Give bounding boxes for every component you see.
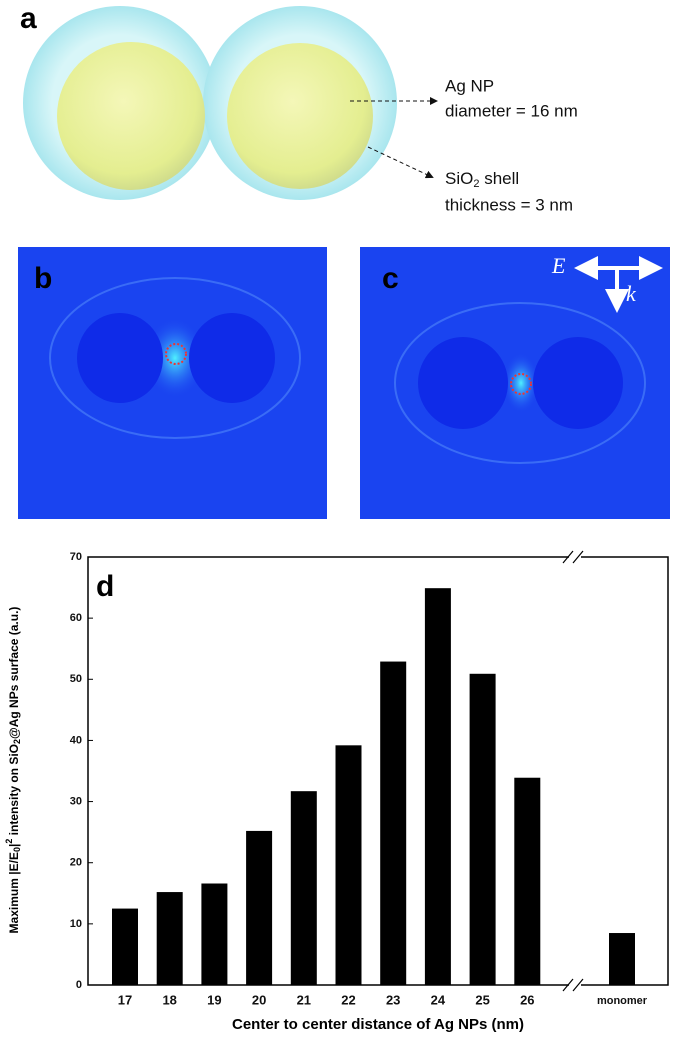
x-tick-label: 23 xyxy=(386,992,400,1007)
wave-label: k xyxy=(626,281,637,306)
y-tick-label: 30 xyxy=(70,795,82,807)
x-tick-label: 21 xyxy=(297,992,311,1007)
core xyxy=(227,43,373,189)
text: intensity on SiO xyxy=(7,744,21,839)
x-tick-label: 24 xyxy=(431,992,446,1007)
x-tick-label: 25 xyxy=(475,992,489,1007)
x-tick-label: 22 xyxy=(341,992,355,1007)
text: SiO xyxy=(445,169,473,188)
particle xyxy=(189,313,275,403)
annotation: diameter = 16 nm xyxy=(445,101,578,120)
axis-break xyxy=(562,550,584,992)
annotation: thickness = 3 nm xyxy=(445,195,573,214)
field-label: E xyxy=(551,253,566,278)
bar xyxy=(156,892,183,985)
x-tick-label: 20 xyxy=(252,992,266,1007)
panel-b: b xyxy=(18,247,327,519)
annotation: SiO2 shell xyxy=(445,169,519,189)
core xyxy=(57,42,205,190)
y-tick-label: 60 xyxy=(70,612,82,624)
contour xyxy=(49,277,301,439)
y-tick-label: 70 xyxy=(70,551,82,563)
x-tick-label: 18 xyxy=(162,992,176,1007)
x-tick-label: 26 xyxy=(520,992,534,1007)
marker xyxy=(510,373,532,395)
particle xyxy=(533,337,623,429)
subscript: 2 xyxy=(473,178,479,190)
superscript: 2 xyxy=(4,839,14,844)
text: | xyxy=(7,844,21,847)
y-tick-label: 40 xyxy=(70,734,82,746)
bar xyxy=(335,745,362,985)
x-axis-label: Center to center distance of Ag NPs (nm) xyxy=(232,1016,524,1033)
y-axis-label: Maximum |E/E0|2 intensity on SiO2@Ag NPs… xyxy=(4,607,22,934)
bar xyxy=(201,883,228,985)
bar xyxy=(469,673,496,985)
panel-a: a Ag NP diameter = 16 nm SiO2 shell thic… xyxy=(20,2,578,215)
axis-break xyxy=(569,548,581,566)
text: Maximum |E/E xyxy=(7,852,21,933)
hotspot xyxy=(503,353,539,413)
bar xyxy=(380,661,407,985)
bar xyxy=(609,933,635,985)
panel-label: c xyxy=(382,262,399,295)
y-tick-label: 0 xyxy=(76,979,82,991)
x-tick-label: 19 xyxy=(207,992,221,1007)
bar xyxy=(290,791,317,985)
annotation: Ag NP xyxy=(445,76,494,95)
panel-label: a xyxy=(20,2,37,35)
y-tick-label: 10 xyxy=(70,918,82,930)
bar xyxy=(514,777,541,985)
x-tick-label: monomer xyxy=(597,995,648,1007)
y-tick-label: 20 xyxy=(70,857,82,869)
axis-break xyxy=(569,976,581,994)
bar xyxy=(424,588,451,985)
x-tick-label: 17 xyxy=(118,992,132,1007)
chart-title: d xyxy=(96,570,114,603)
subscript: 0 xyxy=(12,847,22,852)
panel-label: b xyxy=(34,262,52,295)
hotspot xyxy=(145,318,205,398)
text: shell xyxy=(479,169,519,188)
text: @Ag NPs surface (a.u.) xyxy=(7,607,21,739)
particle xyxy=(77,313,163,403)
panel-c: c E k xyxy=(360,247,670,519)
contour xyxy=(394,302,646,464)
y-tick-label: 50 xyxy=(70,673,82,685)
particle xyxy=(418,337,508,429)
bar xyxy=(112,908,138,985)
bar xyxy=(246,830,273,985)
subscript: 2 xyxy=(12,739,22,744)
marker xyxy=(165,343,187,365)
arrow xyxy=(367,146,434,179)
plot-frame xyxy=(87,556,669,986)
panel-d: d Center to center distance of Ag NPs (n… xyxy=(4,548,669,1033)
